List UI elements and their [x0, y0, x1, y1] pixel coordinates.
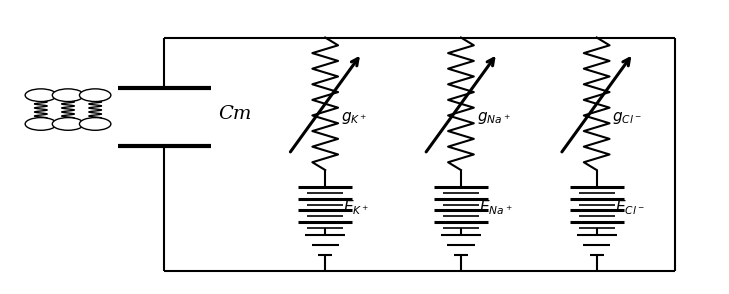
Circle shape: [25, 89, 57, 101]
Circle shape: [52, 118, 84, 130]
Text: $E_{Cl^-}$: $E_{Cl^-}$: [615, 198, 644, 217]
Circle shape: [52, 89, 84, 101]
Text: $E_{Na^+}$: $E_{Na^+}$: [479, 198, 512, 217]
Text: $g_{Cl^-}$: $g_{Cl^-}$: [612, 110, 642, 126]
Text: Cm: Cm: [218, 105, 252, 123]
Circle shape: [25, 118, 57, 130]
Text: $E_{K^+}$: $E_{K^+}$: [343, 198, 370, 217]
Text: $g_{K^+}$: $g_{K^+}$: [341, 110, 367, 126]
Circle shape: [79, 118, 111, 130]
Circle shape: [79, 89, 111, 101]
Text: $g_{Na^+}$: $g_{Na^+}$: [477, 110, 510, 126]
